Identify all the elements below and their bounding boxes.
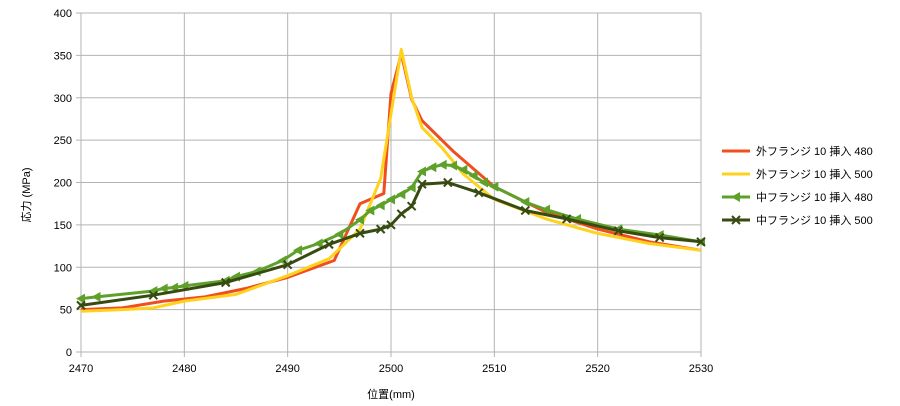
- data-point: [443, 177, 453, 188]
- data-point: [324, 239, 334, 250]
- data-point: [293, 245, 302, 256]
- data-point: [277, 255, 287, 266]
- legend-label: 中フランジ 10 挿入 500: [756, 213, 873, 227]
- y-tick-labels: 0 50 100 150 200 250 300 350 400: [54, 8, 72, 359]
- series-group: [76, 47, 706, 313]
- data-point: [520, 205, 531, 216]
- data-point: [654, 232, 665, 243]
- legend-label: 中フランジ 10 挿入 480: [756, 190, 873, 204]
- x-tick-labels: 2470 2480 2490 2500 2510 2520 2530: [69, 363, 713, 375]
- y-axis-label: 応力 (MPa): [19, 168, 33, 223]
- y-tick-label: 150: [54, 220, 72, 232]
- legend: 外フランジ 10 挿入 480 外フランジ 10 挿入 500 中フランジ 10 挿…: [722, 144, 873, 227]
- data-point: [91, 291, 101, 302]
- legend-marker: [731, 192, 740, 202]
- data-point: [406, 201, 417, 211]
- y-tick-label: 250: [54, 135, 72, 147]
- plot-area-frame: [76, 12, 702, 357]
- data-point: [386, 194, 395, 205]
- y-tick-label: 50: [60, 305, 72, 317]
- x-tick-label: 2500: [379, 363, 403, 375]
- data-point: [406, 182, 416, 193]
- series-2: [80, 47, 702, 313]
- x-tick-label: 2520: [585, 363, 609, 375]
- data-point: [417, 166, 426, 177]
- data-point: [479, 177, 488, 188]
- grid-lines: [80, 12, 702, 353]
- y-tick-label: 350: [54, 50, 72, 62]
- data-point: [282, 260, 293, 270]
- data-point: [158, 283, 168, 294]
- x-axis-label: 位置(mm): [367, 387, 415, 401]
- data-point: [365, 205, 375, 216]
- data-point: [489, 181, 499, 192]
- data-point: [396, 189, 406, 200]
- data-point: [148, 290, 159, 300]
- data-point: [355, 214, 364, 225]
- data-point: [561, 214, 572, 224]
- data-point: [696, 237, 706, 247]
- legend-item: 外フランジ 10 挿入 500: [722, 167, 873, 181]
- data-point: [417, 179, 427, 189]
- data-point: [541, 204, 550, 215]
- data-point: [613, 226, 624, 236]
- data-point: [375, 200, 385, 211]
- legend-item: 中フランジ 10 挿入 500: [722, 213, 873, 227]
- legend-label: 外フランジ 10 挿入 500: [756, 167, 873, 181]
- y-tick-label: 400: [54, 8, 72, 20]
- data-point: [396, 209, 407, 219]
- legend-marker: [731, 215, 741, 225]
- data-point: [386, 220, 396, 230]
- data-point: [427, 162, 437, 173]
- x-tick-label: 2530: [689, 363, 713, 375]
- data-point: [313, 238, 323, 249]
- x-tick-label: 2490: [275, 363, 299, 375]
- series-line: [80, 47, 702, 313]
- data-point: [220, 277, 231, 288]
- data-point: [76, 293, 85, 304]
- data-point: [448, 160, 457, 171]
- x-tick-label: 2470: [69, 363, 93, 375]
- series-line: [80, 181, 702, 307]
- legend-item: 中フランジ 10 挿入 480: [722, 190, 873, 204]
- x-tick-label: 2480: [172, 363, 196, 375]
- data-point: [468, 170, 478, 181]
- data-point: [520, 196, 530, 207]
- y-tick-label: 200: [54, 178, 72, 190]
- x-tick-label: 2510: [482, 363, 506, 375]
- data-point: [375, 224, 386, 234]
- data-point: [355, 228, 365, 239]
- y-tick-label: 0: [66, 347, 72, 359]
- y-tick-label: 300: [54, 93, 72, 105]
- data-point: [437, 159, 447, 170]
- series-4: [76, 177, 706, 311]
- data-point: [474, 187, 484, 198]
- data-point: [76, 300, 86, 311]
- data-point: [458, 164, 468, 175]
- data-point: [334, 229, 344, 240]
- legend-label: 外フランジ 10 挿入 480: [756, 144, 873, 158]
- legend-item: 外フランジ 10 挿入 480: [722, 144, 873, 158]
- y-tick-label: 100: [54, 262, 72, 274]
